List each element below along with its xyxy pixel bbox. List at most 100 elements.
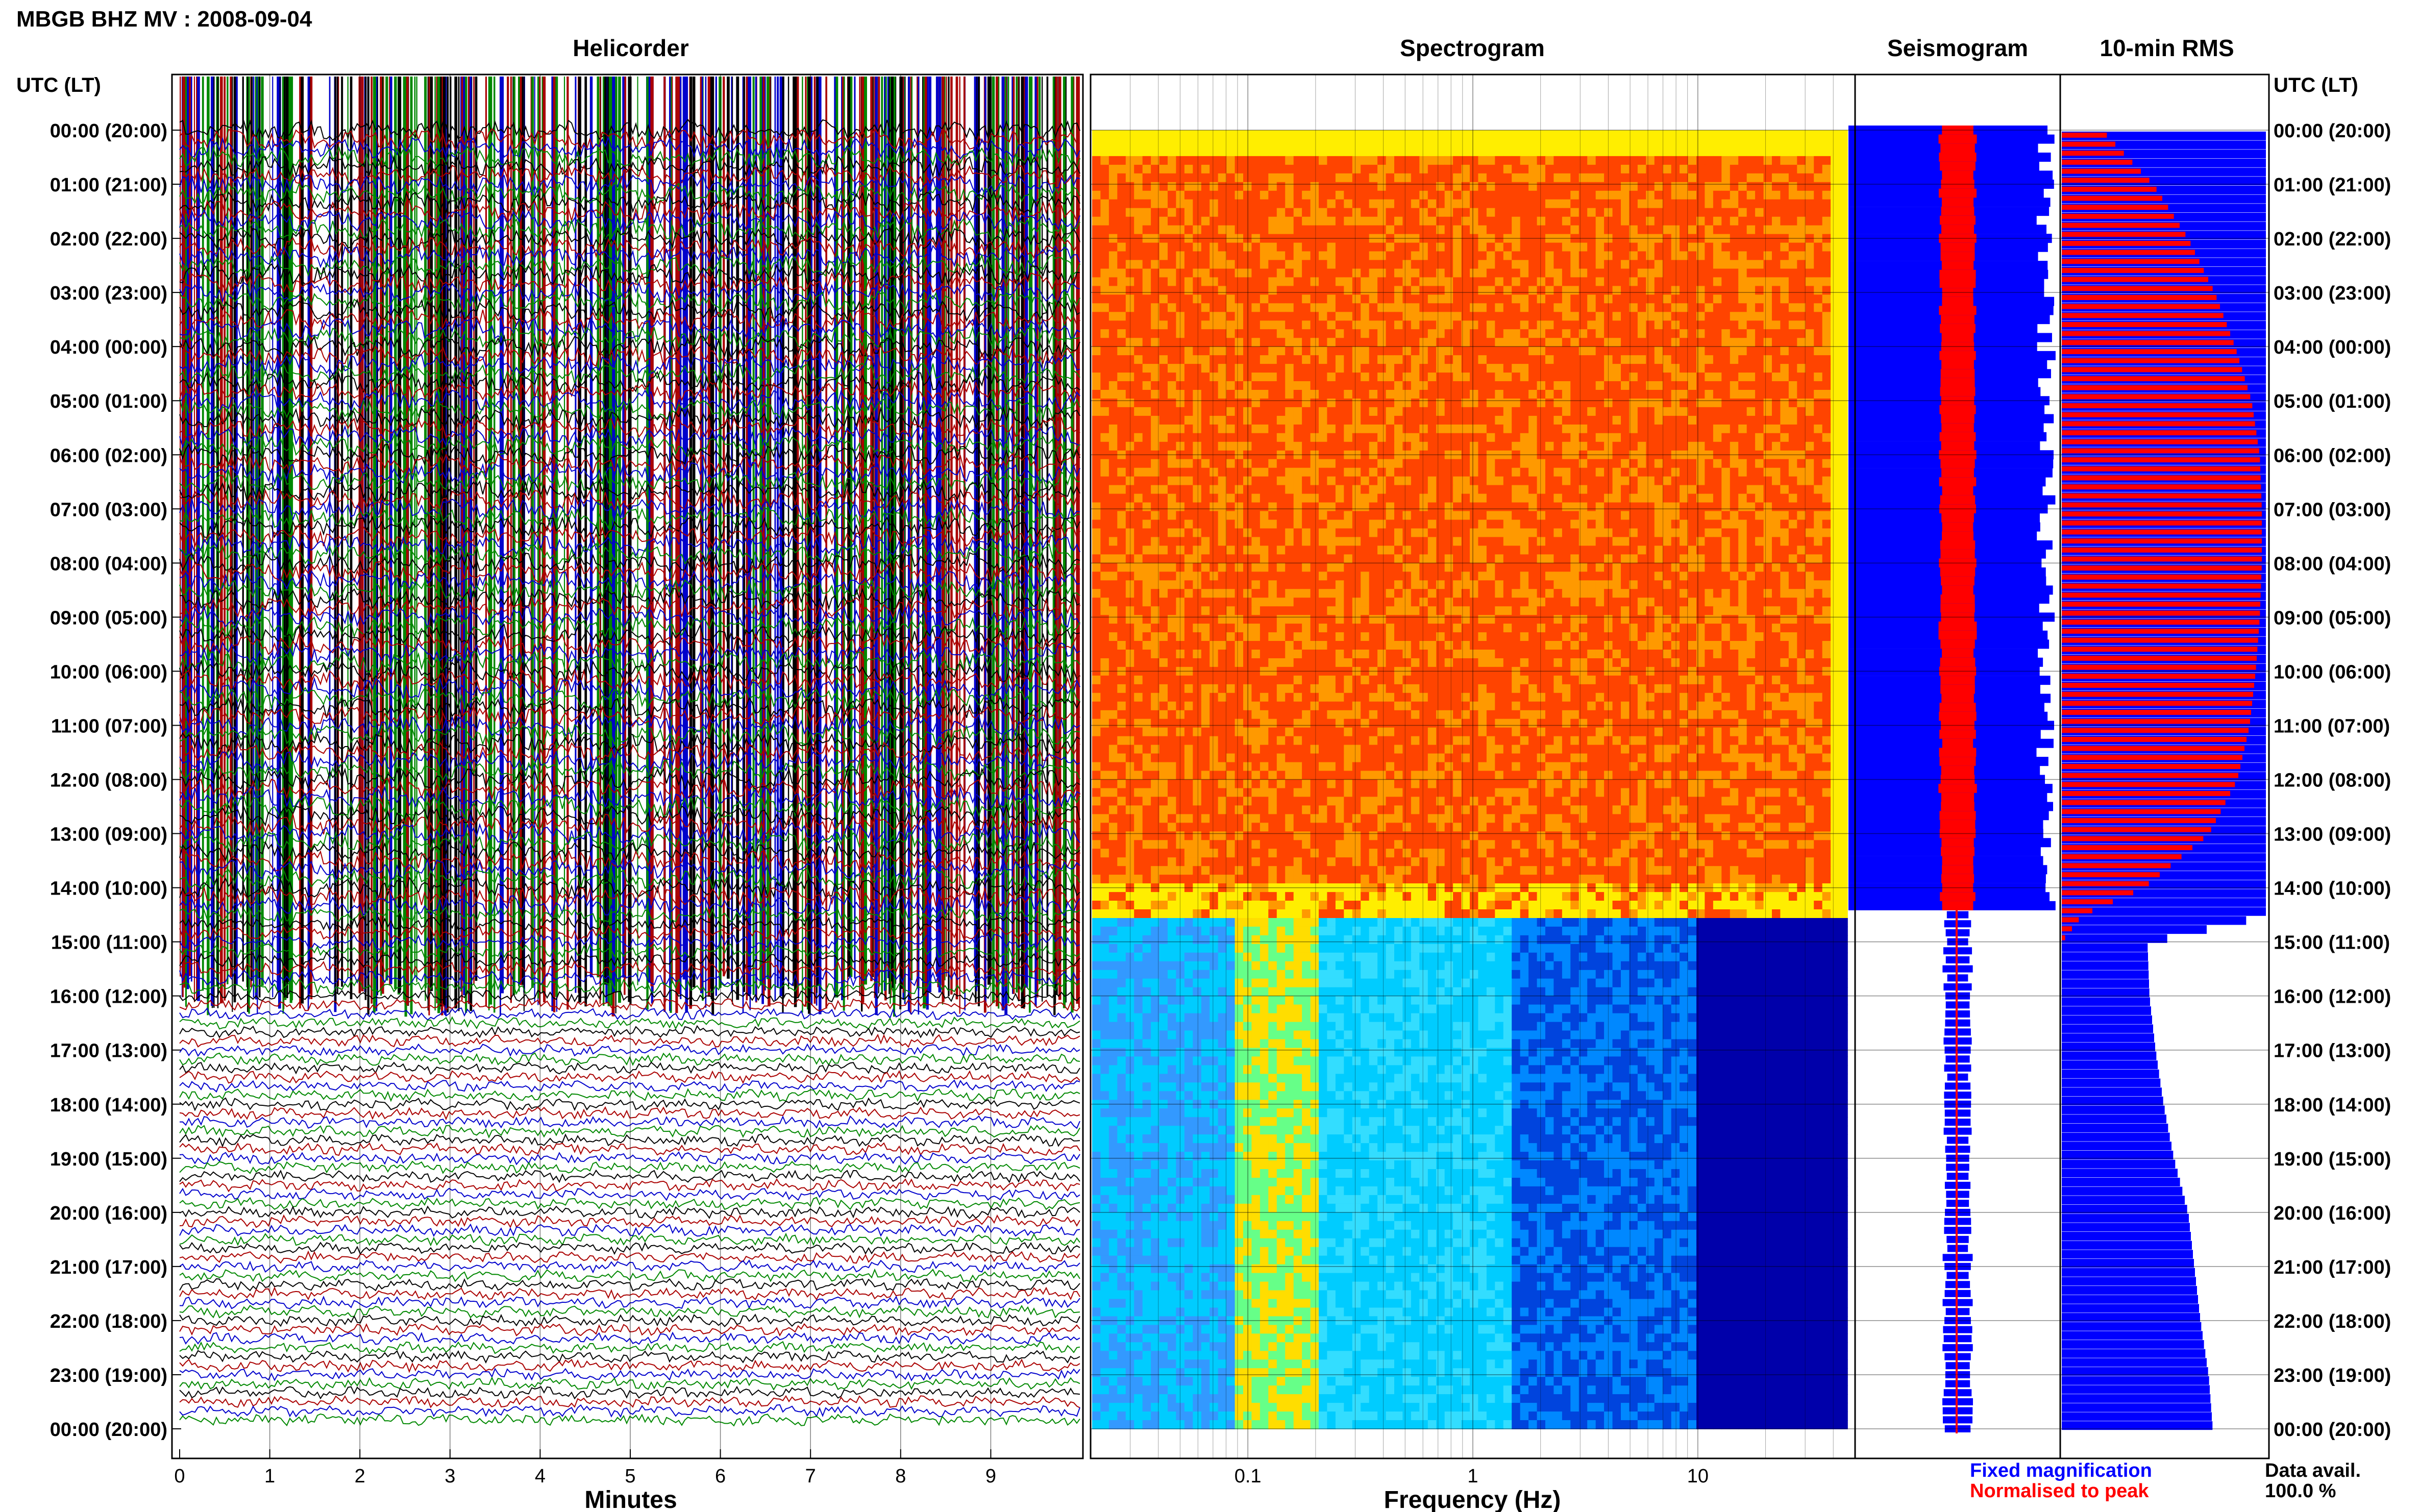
spectrogram-cell <box>1268 312 1277 321</box>
spectrogram-cell <box>1570 277 1579 287</box>
spectrogram-cell <box>1361 242 1370 252</box>
spectrogram-cell <box>1243 286 1252 295</box>
spectrogram-cell <box>1562 260 1571 269</box>
spectrogram-cell <box>1621 286 1630 295</box>
helicorder-trace <box>179 989 1080 1003</box>
spectrogram-cell <box>1218 147 1227 157</box>
spectrogram-cell <box>1100 286 1109 295</box>
spectrogram-cell <box>1293 433 1302 442</box>
spectrogram-cell <box>1746 303 1756 313</box>
spectrogram-cell <box>1260 390 1269 399</box>
spectrogram-cell <box>1243 234 1252 243</box>
spectrogram-cell <box>1637 294 1647 304</box>
spectrogram-cell <box>1570 286 1579 295</box>
spectrogram-cell <box>1218 329 1227 338</box>
spectrogram-cell <box>1444 355 1453 364</box>
spectrogram-cell <box>1134 476 1143 486</box>
spectrogram-cell <box>1713 225 1722 235</box>
spectrogram-cell <box>1319 338 1328 347</box>
spectrogram-cell <box>1721 355 1731 364</box>
spectrogram-cell <box>1746 424 1756 434</box>
helicorder-trace <box>179 533 1080 557</box>
spectrogram-cell <box>1788 519 1798 529</box>
spectrogram-cell <box>1578 208 1588 217</box>
spectrogram-cell <box>1369 190 1378 200</box>
spectrogram-cell <box>1268 511 1277 520</box>
spectrogram-cell <box>1512 139 1521 148</box>
spectrogram-cell <box>1578 433 1588 442</box>
spectrogram-cell <box>1310 199 1319 209</box>
spectrogram-cell <box>1797 173 1806 183</box>
spectrogram-cell <box>1663 147 1672 157</box>
spectrogram-cell <box>1159 519 1168 529</box>
spectrogram-cell <box>1654 242 1663 252</box>
spectrogram-cell <box>1285 260 1294 269</box>
spectrogram-cell <box>1193 242 1202 252</box>
spectrogram-cell <box>1788 467 1798 477</box>
spectrogram-cell <box>1746 277 1756 287</box>
spectrogram-cell <box>1570 381 1579 390</box>
spectrogram-cell <box>1822 433 1831 442</box>
spectrogram-cell <box>1831 312 1840 321</box>
helicorder-trace <box>179 469 1080 493</box>
spectrogram-cell <box>1512 528 1521 538</box>
spectrogram-cell <box>1470 260 1479 269</box>
spectrogram-cell <box>1604 502 1613 512</box>
spectrogram-cell <box>1402 373 1412 382</box>
spectrogram-cell <box>1587 130 1596 139</box>
spectrogram-cell <box>1235 277 1244 287</box>
spectrogram-cell <box>1746 147 1756 157</box>
spectrogram-cell <box>1478 286 1487 295</box>
helicorder-trace <box>179 812 1080 836</box>
spectrogram-cell <box>1822 251 1831 261</box>
helicorder-trace <box>179 128 1080 151</box>
spectrogram-cell <box>1495 182 1504 191</box>
spectrogram-cell <box>1688 364 1697 373</box>
spectrogram-cell <box>1470 390 1479 399</box>
spectrogram-cell <box>1503 493 1512 503</box>
spectrogram-cell <box>1839 373 1848 382</box>
spectrogram-cell <box>1629 381 1638 390</box>
spectrogram-cell <box>1730 511 1739 520</box>
spectrogram-cell <box>1646 312 1655 321</box>
spectrogram-cell <box>1142 139 1151 148</box>
spectrogram-cell <box>1361 381 1370 390</box>
spectrogram-cell <box>1108 502 1118 512</box>
spectrogram-cell <box>1470 537 1479 547</box>
spectrogram-cell <box>1285 424 1294 434</box>
spectrogram-cell <box>1361 364 1370 373</box>
spectrogram-cell <box>1772 234 1781 243</box>
spectrogram-cell <box>1696 277 1706 287</box>
spectrogram-cell <box>1495 251 1504 261</box>
spectrogram-cell <box>1528 190 1538 200</box>
spectrogram-cell <box>1361 467 1370 477</box>
spectrogram-cell <box>1377 467 1387 477</box>
helicorder-trace <box>179 461 1080 485</box>
spectrogram-cell <box>1688 338 1697 347</box>
spectrogram-cell <box>1436 190 1445 200</box>
spectrogram-cell <box>1680 242 1689 252</box>
spectrogram-cell <box>1495 147 1504 157</box>
spectrogram-cell <box>1159 294 1168 304</box>
spectrogram-cell <box>1646 130 1655 139</box>
helicorder-trace <box>179 145 1080 169</box>
spectrogram-cell <box>1537 485 1546 494</box>
spectrogram-cell <box>1814 147 1823 157</box>
spectrogram-cell <box>1293 390 1302 399</box>
spectrogram-cell <box>1210 294 1219 304</box>
spectrogram-cell <box>1176 216 1185 226</box>
spectrogram-cell <box>1100 373 1109 382</box>
spectrogram-cell <box>1310 139 1319 148</box>
spectrogram-cell <box>1108 277 1118 287</box>
spectrogram-cell <box>1797 268 1806 278</box>
spectrogram-cell <box>1184 373 1194 382</box>
spectrogram-cell <box>1788 173 1798 183</box>
spectrogram-cell <box>1394 199 1403 209</box>
spectrogram-cell <box>1528 373 1538 382</box>
spectrogram-cell <box>1612 390 1621 399</box>
helicorder-trace <box>179 1097 1080 1111</box>
spectrogram-cell <box>1688 493 1697 503</box>
spectrogram-cell <box>1394 329 1403 338</box>
spectrogram-cell <box>1646 286 1655 295</box>
spectrogram-cell <box>1805 260 1814 269</box>
